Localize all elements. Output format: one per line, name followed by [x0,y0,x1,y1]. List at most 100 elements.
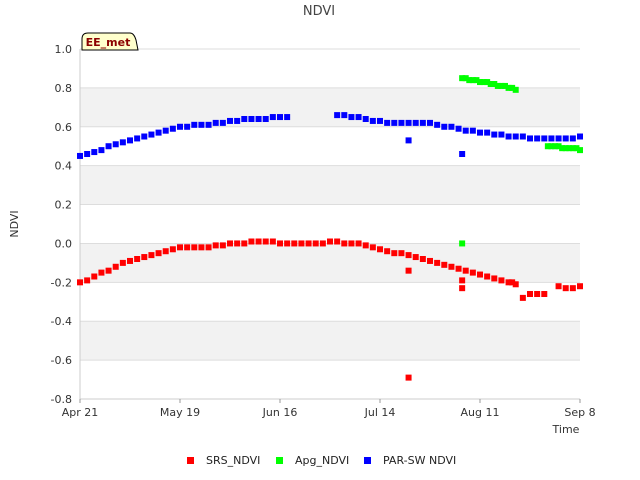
data-point [391,119,398,126]
data-point [562,135,569,142]
data-point [512,281,519,288]
data-point [91,149,98,156]
data-point [469,269,476,276]
data-point [462,75,469,82]
legend: SRS_NDVI Apg_NDVI PAR-SW NDVI [187,454,456,467]
data-point [212,119,219,126]
data-point [562,285,569,292]
data-point [480,79,487,86]
data-point [384,119,391,126]
data-point [419,119,426,126]
data-point [459,285,466,292]
data-point [548,143,555,150]
x-tick-label: May 19 [160,406,200,419]
band [80,282,580,322]
data-point [505,133,512,140]
data-point [398,119,405,126]
data-point [127,257,133,264]
legend-swatch [364,457,371,464]
data-point [491,81,498,87]
data-point [455,265,462,272]
data-point [555,135,562,142]
data-point [484,129,491,136]
data-point [448,263,455,270]
data-point [462,127,469,134]
data-point [134,135,141,142]
y-tick-label: 1.0 [55,43,73,56]
legend-swatch [276,457,283,464]
legend-label: SRS_NDVI [206,454,260,467]
data-point [269,238,276,245]
data-point [477,129,483,136]
data-point [291,240,298,247]
data-point [248,238,255,245]
data-point [327,238,333,245]
data-point [469,77,476,84]
band [80,204,580,244]
data-point [84,277,91,284]
data-point [527,135,533,142]
data-point [569,285,576,292]
data-point [141,133,148,140]
data-point [398,250,405,257]
data-point [541,135,548,142]
y-tick-label: 0.4 [55,160,73,173]
data-point [448,123,455,130]
data-point [405,137,412,144]
data-point [155,129,162,136]
data-point [184,123,191,130]
background-bands [80,49,580,399]
legend-swatch [187,457,194,464]
data-point [262,238,269,245]
data-point [405,267,412,274]
x-tick-label: Jun 16 [262,406,298,419]
data-point [405,374,412,381]
badge-label: EE_met [86,36,131,49]
data-point [459,151,466,157]
data-point [512,86,519,93]
data-point [469,127,476,134]
badge: EE_met [81,32,139,51]
band [80,360,580,399]
data-point [162,127,169,134]
x-tick-label: Jul 14 [364,406,396,419]
data-point [494,82,501,89]
data-point [509,279,516,286]
data-point [559,145,566,152]
data-point [427,119,433,126]
data-point [262,116,269,122]
data-point [362,116,369,122]
data-point [577,147,583,154]
data-point [491,275,498,282]
data-point [105,267,112,274]
data-point [227,240,233,247]
data-point [519,294,526,301]
badge-tab [81,32,139,51]
data-point [391,250,398,257]
data-point [119,139,126,146]
data-point [134,256,141,262]
data-point [98,269,105,276]
data-point [502,82,508,89]
data-point [527,291,533,297]
data-point [177,244,183,251]
data-point [191,121,198,128]
data-point [348,114,355,121]
data-point [341,240,348,247]
data-point [227,117,233,124]
data-point [377,246,383,253]
data-point [127,137,133,144]
data-point [569,145,576,152]
band [80,49,580,88]
data-point [284,240,291,247]
data-point [191,244,198,251]
data-point [473,77,480,84]
data-point [519,133,526,140]
data-point [377,117,383,124]
data-point [298,240,305,247]
data-point [462,267,469,274]
data-point [241,116,248,122]
y-axis-ticks: -0.8 -0.6 -0.4 -0.2 0.0 0.2 0.4 0.6 0.8 1.0 [51,43,72,406]
data-point [198,121,205,128]
